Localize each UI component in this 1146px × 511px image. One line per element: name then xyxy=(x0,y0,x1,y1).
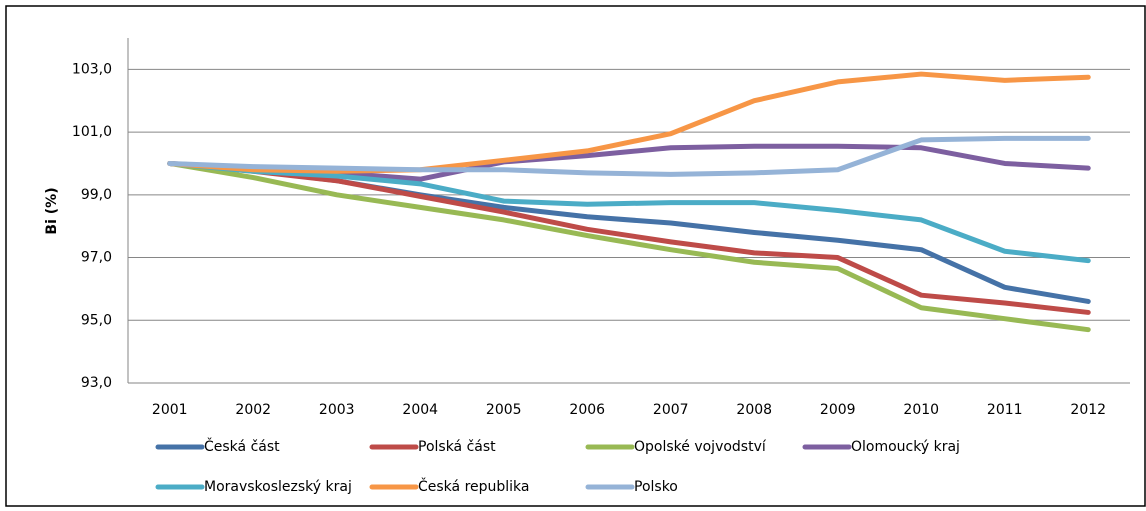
series-line xyxy=(167,71,1091,174)
y-axis-label: Bi (%) xyxy=(44,187,60,234)
x-tick-label: 2010 xyxy=(903,402,939,418)
x-tick-label: 2011 xyxy=(987,402,1023,418)
y-tick-label: 99,0 xyxy=(81,187,112,203)
x-tick-label: 2007 xyxy=(653,402,689,418)
legend-label: Opolské vojvodství xyxy=(634,439,767,455)
y-tick-label: 97,0 xyxy=(81,250,112,266)
legend-label: Česká část xyxy=(204,437,280,455)
x-tick-label: 2009 xyxy=(820,402,856,418)
x-tick-label: 2008 xyxy=(736,402,772,418)
y-tick-label: 103,0 xyxy=(72,61,112,77)
legend-label: Moravskoslezský kraj xyxy=(204,479,352,495)
x-tick-label: 2012 xyxy=(1070,402,1106,418)
series-line xyxy=(167,160,1091,333)
legend-label: Olomoucký kraj xyxy=(851,439,960,455)
legend-label: Polská část xyxy=(418,439,496,455)
chart-frame xyxy=(5,5,1146,507)
series-line xyxy=(167,135,1091,177)
legend-label: Polsko xyxy=(634,479,678,495)
y-tick-label: 101,0 xyxy=(72,124,112,140)
x-tick-label: 2006 xyxy=(569,402,605,418)
x-tick-label: 2002 xyxy=(235,402,271,418)
y-tick-label: 95,0 xyxy=(81,312,112,328)
x-tick-label: 2001 xyxy=(152,402,188,418)
y-tick-label: 93,0 xyxy=(81,375,112,391)
legend-label: Česká republika xyxy=(418,477,530,495)
x-tick-label: 2003 xyxy=(319,402,355,418)
series-line xyxy=(167,160,1091,315)
x-tick-label: 2004 xyxy=(402,402,438,418)
series-line xyxy=(167,160,1091,264)
x-tick-label: 2005 xyxy=(486,402,522,418)
